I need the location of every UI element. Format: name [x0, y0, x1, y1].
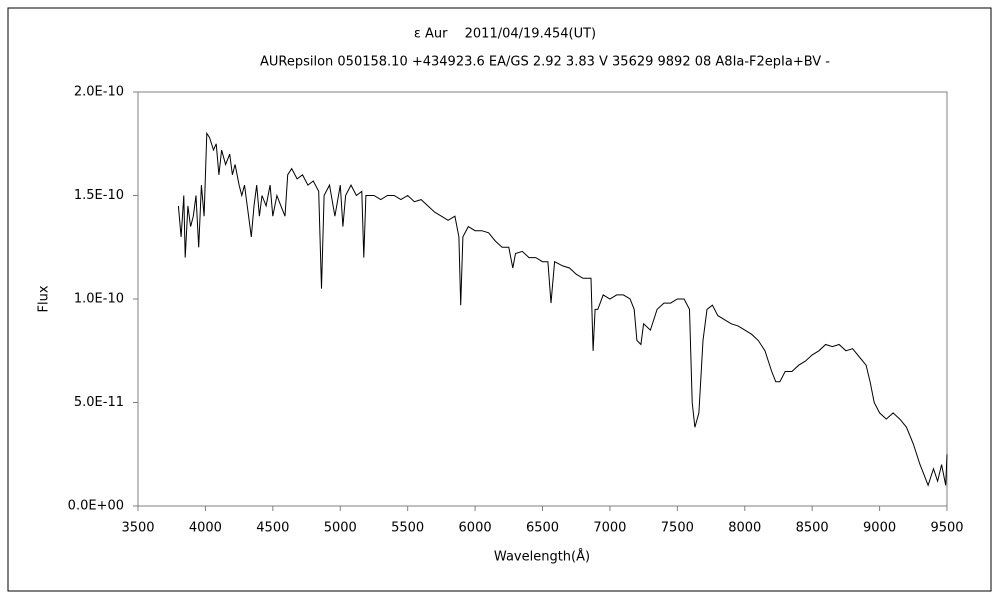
x-tick-label: 8500 [796, 521, 829, 536]
x-tick-label: 5500 [391, 521, 424, 536]
x-tick-label: 7000 [593, 521, 626, 536]
x-tick-label: 7500 [661, 521, 694, 536]
spectrum-line [177, 131, 948, 487]
y-tick-label: 0.0E+00 [68, 499, 124, 514]
x-tick-label: 9500 [930, 521, 963, 536]
y-axis-label: Flux [37, 285, 52, 312]
x-tick-label: 4000 [189, 521, 222, 536]
x-tick-label: 6500 [526, 521, 559, 536]
y-tick-label: 2.0E-10 [74, 85, 124, 100]
x-tick-label: 4500 [256, 521, 289, 536]
chart-title: ε Aur 2011/04/19.454(UT) [414, 27, 596, 42]
x-tick-label: 8000 [728, 521, 761, 536]
x-tick-label: 9000 [863, 521, 896, 536]
y-tick-label: 5.0E-11 [74, 395, 124, 410]
y-tick-label: 1.0E-10 [74, 292, 124, 307]
x-axis-label: Wavelength(Å) [494, 549, 590, 565]
x-tick-label: 6000 [459, 521, 492, 536]
x-tick-label: 3500 [121, 521, 154, 536]
x-tick-label: 5000 [324, 521, 357, 536]
chart-subtitle: AURepsilon 050158.10 +434923.6 EA/GS 2.9… [260, 55, 830, 70]
chart-frame [7, 7, 992, 592]
y-tick-label: 1.5E-10 [74, 188, 124, 203]
